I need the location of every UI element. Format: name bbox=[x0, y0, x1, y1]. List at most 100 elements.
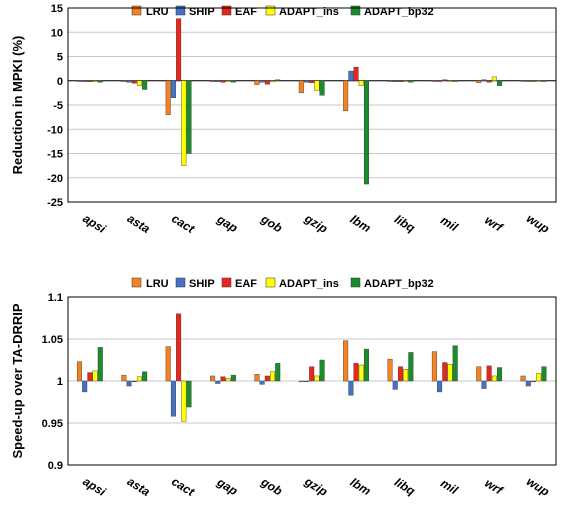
bar-eaf-gap bbox=[220, 80, 226, 83]
bar-adapt-bp32-apsi bbox=[97, 347, 103, 382]
bar-adapt-bp32-apsi bbox=[97, 80, 103, 83]
bar-ship-wup bbox=[525, 380, 531, 387]
y-tick-label: 0.95 bbox=[42, 418, 63, 430]
bar-ship-gap bbox=[215, 380, 221, 384]
bar-adapt-bp32-gob bbox=[275, 363, 281, 382]
bar-lru-mil bbox=[431, 351, 437, 382]
bar-eaf-gzip bbox=[309, 366, 315, 382]
bar-eaf-libq bbox=[397, 80, 403, 82]
bar-adapt-ins-asta bbox=[136, 80, 142, 86]
legend: LRU SHIP EAF ADAPT_ins ADAPT_bp32 bbox=[131, 277, 434, 290]
y-tick-label: -25 bbox=[47, 197, 63, 209]
bar-lru-wup bbox=[520, 375, 526, 382]
legend-label: EAF bbox=[235, 278, 257, 290]
legend-label: SHIP bbox=[189, 6, 215, 18]
y-tick-label: 15 bbox=[51, 3, 63, 15]
bar-ship-asta bbox=[126, 80, 132, 83]
bar-lru-gap bbox=[210, 80, 216, 82]
bar-eaf-gap bbox=[220, 376, 226, 382]
y-tick-label: 0.9 bbox=[48, 460, 63, 472]
bar-lru-lbm bbox=[343, 80, 349, 112]
bar-adapt-bp32-gob bbox=[275, 79, 281, 81]
bar-eaf-asta bbox=[131, 380, 137, 383]
bar-adapt-bp32-wrf bbox=[497, 367, 503, 382]
bar-eaf-wup bbox=[531, 380, 537, 383]
bar-adapt-ins-asta bbox=[136, 376, 142, 382]
bar-lru-lbm bbox=[343, 340, 349, 382]
legend-label: EAF bbox=[235, 6, 257, 18]
bar-lru-gzip bbox=[298, 380, 304, 383]
bar-eaf-lbm bbox=[353, 66, 359, 81]
y-tick-label: 1.05 bbox=[42, 334, 63, 346]
x-tick-label: wrf bbox=[482, 213, 506, 235]
y-axis-title: Reduction in MPKI (%) bbox=[10, 36, 25, 175]
bar-eaf-mil bbox=[442, 79, 448, 81]
bar-ship-cact bbox=[170, 380, 176, 417]
bar-adapt-ins-libq bbox=[403, 369, 409, 382]
bar-lru-libq bbox=[387, 358, 393, 382]
legend-label: LRU bbox=[146, 6, 169, 18]
bar-adapt-ins-apsi bbox=[92, 370, 98, 382]
bar-lru-gob bbox=[254, 80, 260, 85]
bar-adapt-bp32-gzip bbox=[319, 80, 325, 96]
legend-swatch bbox=[350, 277, 361, 288]
x-tick-label: gap bbox=[214, 211, 240, 235]
bar-adapt-ins-wrf bbox=[491, 375, 497, 382]
bar-adapt-ins-lbm bbox=[358, 364, 364, 382]
bar-adapt-ins-cact bbox=[181, 380, 187, 422]
bar-adapt-ins-libq bbox=[403, 80, 409, 82]
bar-lru-wrf bbox=[476, 80, 482, 83]
x-tick-label: apsi bbox=[80, 211, 108, 236]
bar-lru-gap bbox=[210, 375, 216, 382]
bar-ship-cact bbox=[170, 80, 176, 98]
bar-eaf-cact bbox=[176, 18, 182, 81]
bar-eaf-apsi bbox=[87, 372, 93, 382]
bar-ship-apsi bbox=[82, 80, 88, 82]
bar-ship-wrf bbox=[481, 79, 487, 81]
bar-eaf-apsi bbox=[87, 80, 93, 82]
y-tick-label: 10 bbox=[51, 27, 63, 39]
plot-area bbox=[67, 296, 557, 466]
bar-adapt-bp32-wup bbox=[541, 366, 547, 382]
bar-adapt-ins-mil bbox=[447, 364, 453, 382]
bar-ship-asta bbox=[126, 380, 132, 387]
bar-adapt-ins-lbm bbox=[358, 80, 364, 86]
bar-adapt-bp32-mil bbox=[452, 80, 458, 82]
legend-swatch bbox=[350, 5, 361, 16]
bar-eaf-gzip bbox=[309, 80, 315, 83]
x-tick-label: gob bbox=[258, 474, 285, 498]
x-tick-label: cact bbox=[169, 211, 198, 236]
bar-adapt-bp32-gap bbox=[230, 80, 236, 83]
bar-eaf-libq bbox=[397, 366, 403, 382]
legend: LRU SHIP EAF ADAPT_ins ADAPT_bp32 bbox=[131, 5, 434, 18]
bar-ship-gob bbox=[259, 80, 265, 83]
x-tick-label: wup bbox=[524, 474, 552, 499]
mpki-reduction-chart: LRU SHIP EAF ADAPT_ins ADAPT_bp32 -25 -20 -15 -1… bbox=[10, 3, 557, 236]
bar-ship-libq bbox=[392, 80, 398, 82]
bar-lru-gzip bbox=[298, 80, 304, 94]
legend-label: ADAPT_bp32 bbox=[364, 278, 434, 290]
x-tick-label: lbm bbox=[348, 475, 374, 498]
y-tick-label: 1 bbox=[57, 376, 63, 388]
bar-adapt-ins-apsi bbox=[92, 80, 98, 82]
legend-swatch bbox=[221, 5, 232, 16]
bar-adapt-ins-cact bbox=[181, 80, 187, 166]
legend-label: SHIP bbox=[189, 278, 215, 290]
y-tick-label: 1.1 bbox=[48, 292, 63, 304]
bar-adapt-ins-gzip bbox=[314, 80, 320, 91]
x-tick-label: gob bbox=[258, 211, 285, 235]
bar-adapt-ins-wup bbox=[536, 373, 542, 382]
bar-lru-asta bbox=[121, 80, 127, 82]
x-tick-label: asta bbox=[125, 474, 153, 499]
bar-ship-lbm bbox=[348, 380, 354, 396]
bar-eaf-mil bbox=[442, 362, 448, 382]
bar-eaf-cact bbox=[176, 313, 182, 382]
bar-adapt-bp32-wup bbox=[541, 80, 547, 82]
y-tick-label: -10 bbox=[47, 124, 63, 136]
x-tick-label: asta bbox=[125, 211, 153, 236]
legend-swatch bbox=[131, 5, 142, 16]
bar-lru-mil bbox=[431, 80, 437, 82]
bar-lru-wrf bbox=[476, 366, 482, 382]
x-tick-label: wrf bbox=[482, 476, 506, 498]
x-tick-label: libq bbox=[392, 212, 418, 236]
